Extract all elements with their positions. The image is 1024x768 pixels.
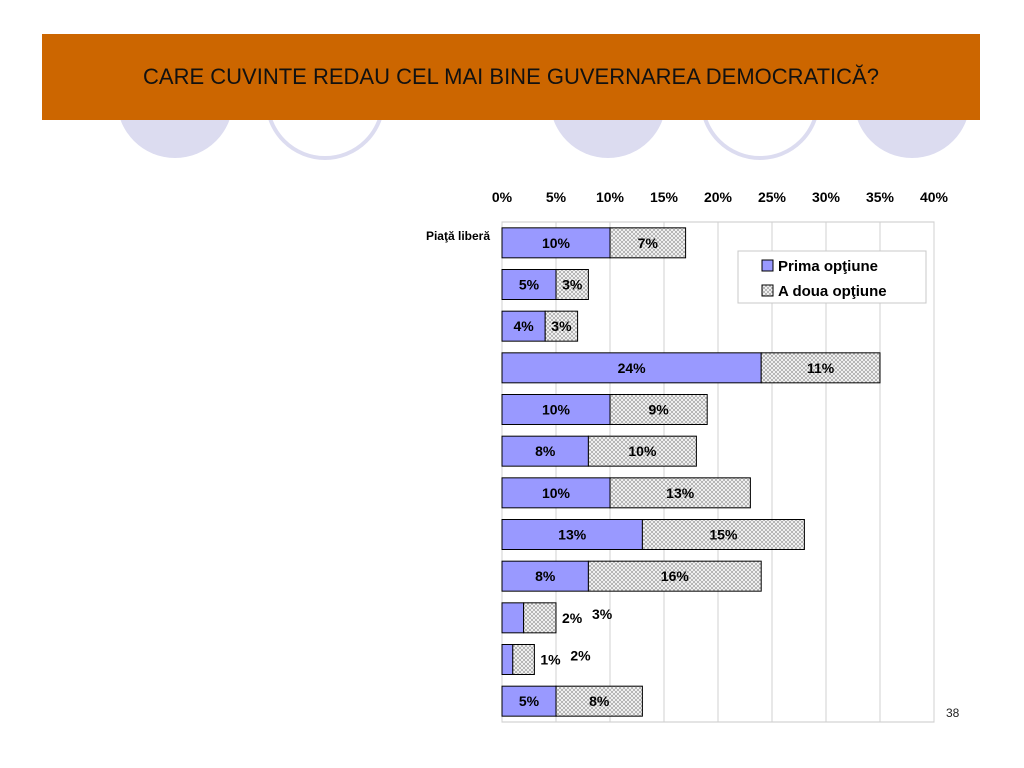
bar-a-doua-optiune — [760, 352, 881, 384]
x-tick-label: 30% — [812, 189, 841, 205]
x-tick-label: 5% — [546, 189, 567, 205]
data-label: 16% — [661, 568, 690, 584]
bar-a-doua-optiune — [609, 477, 751, 509]
legend-swatch-prima — [761, 259, 774, 272]
x-tick-label: 25% — [758, 189, 787, 205]
data-label: 8% — [535, 443, 556, 459]
x-axis-ticks: 0% 5% 10% 15% 20% 25% 30% 35% 40% — [492, 189, 949, 205]
legend-swatch-a-doua — [761, 284, 774, 297]
page-number: 38 — [946, 706, 960, 720]
legend: Prima opţiune A doua opţiune — [737, 250, 927, 304]
x-tick-label: 0% — [492, 189, 513, 205]
data-label: 10% — [542, 235, 571, 251]
data-label: 3% — [562, 277, 583, 293]
title-bar: CARE CUVINTE REDAU CEL MAI BINE GUVERNAR… — [42, 34, 980, 120]
data-label: 11% — [807, 360, 835, 376]
bar-a-doua-optiune — [555, 685, 643, 717]
bar-prima-optiune — [501, 560, 589, 592]
data-label: 7% — [638, 235, 659, 251]
bar-a-doua-optiune — [609, 394, 708, 425]
bar-prima-optiune — [501, 310, 546, 342]
bar-prima-optiune — [501, 227, 611, 259]
data-labels: 10% 7% 5% 3% 4% 3% 24% 11% 10% 9% 8% 10% 10% 13% 13% 15… — [513, 235, 834, 709]
bar-a-doua-optiune — [641, 519, 805, 550]
data-label: 13% — [666, 485, 695, 501]
bar-prima-optiune — [501, 394, 611, 425]
bar-prima-optiune — [501, 269, 557, 300]
data-label: 10% — [542, 402, 571, 418]
x-tick-label: 35% — [866, 189, 895, 205]
data-label: 13% — [558, 527, 587, 543]
bar-a-doua-optiune — [587, 435, 697, 467]
bar-prima-optiune — [501, 519, 643, 550]
data-label: 1% — [540, 652, 561, 668]
legend-label: Prima opţiune — [778, 258, 878, 275]
data-label: 3% — [592, 606, 613, 622]
bar-prima-optiune — [501, 644, 514, 675]
bar-a-doua-optiune — [555, 269, 589, 300]
data-label: 8% — [535, 568, 556, 584]
bar-a-doua-optiune — [544, 310, 579, 342]
bar-a-doua-optiune — [523, 602, 557, 634]
x-tick-label: 20% — [704, 189, 733, 205]
category-labels: Piaţă liberă — [426, 229, 490, 243]
bars — [501, 227, 881, 717]
bar-prima-optiune — [501, 435, 589, 467]
data-label: 8% — [589, 693, 610, 709]
bar-prima-optiune — [501, 602, 525, 634]
data-label: 5% — [519, 693, 540, 709]
bar-prima-optiune — [501, 352, 762, 384]
slide-title: CARE CUVINTE REDAU CEL MAI BINE GUVERNAR… — [143, 64, 879, 89]
bar-prima-optiune — [501, 477, 611, 509]
bar-prima-optiune — [501, 685, 557, 717]
data-label: 5% — [519, 277, 540, 293]
data-label: 15% — [709, 527, 738, 543]
category-label: Piaţă liberă — [426, 229, 490, 243]
bar-a-doua-optiune — [609, 227, 687, 259]
bar-a-doua-optiune — [587, 560, 762, 592]
data-label: 4% — [513, 318, 534, 334]
data-label: 10% — [628, 443, 657, 459]
data-label: 2% — [562, 610, 583, 626]
data-label: 2% — [570, 648, 591, 664]
gridlines — [501, 221, 935, 723]
x-tick-label: 10% — [596, 189, 625, 205]
bar-a-doua-optiune — [512, 644, 535, 675]
x-tick-label: 40% — [920, 189, 949, 205]
data-label: 9% — [648, 402, 669, 418]
x-tick-label: 15% — [650, 189, 679, 205]
data-label: 3% — [551, 318, 572, 334]
data-label: 24% — [618, 360, 647, 376]
legend-label: A doua opţiune — [778, 283, 887, 300]
data-label: 10% — [542, 485, 571, 501]
